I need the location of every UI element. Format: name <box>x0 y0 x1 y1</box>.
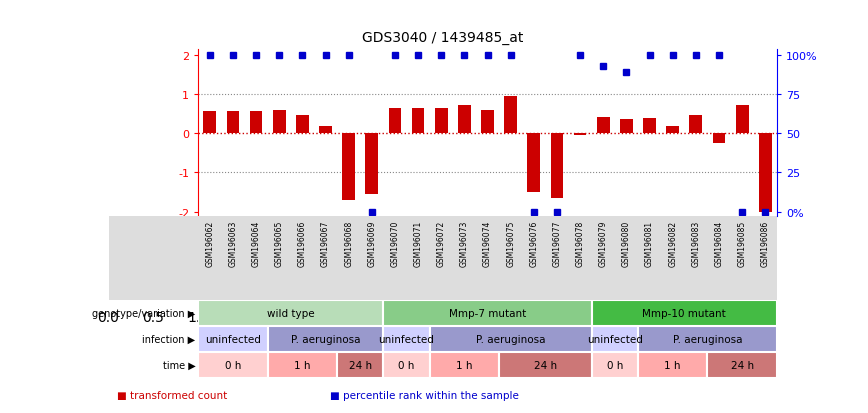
Text: 1 h: 1 h <box>456 360 473 370</box>
Bar <box>713 134 726 144</box>
Bar <box>592 352 638 378</box>
Text: 24 h: 24 h <box>349 360 372 370</box>
Text: P. aeruginosa: P. aeruginosa <box>476 335 545 344</box>
Text: GSM196074: GSM196074 <box>483 220 492 266</box>
Text: Mmp-7 mutant: Mmp-7 mutant <box>449 309 526 318</box>
Bar <box>337 352 384 378</box>
Bar <box>592 301 777 326</box>
Bar <box>198 326 267 352</box>
Bar <box>342 134 355 200</box>
Bar <box>203 112 216 134</box>
Text: GSM196075: GSM196075 <box>506 220 516 266</box>
Bar <box>643 119 656 134</box>
Bar <box>481 110 494 134</box>
Text: 1 h: 1 h <box>664 360 681 370</box>
Text: GDS3040 / 1439485_at: GDS3040 / 1439485_at <box>362 31 523 45</box>
Bar <box>638 352 707 378</box>
Text: 0 h: 0 h <box>225 360 241 370</box>
Bar <box>736 106 748 134</box>
Bar <box>504 97 517 134</box>
Bar <box>365 134 378 195</box>
Text: 24 h: 24 h <box>534 360 557 370</box>
Text: GSM196070: GSM196070 <box>391 220 399 266</box>
Text: GSM196083: GSM196083 <box>691 220 700 266</box>
Text: GSM196069: GSM196069 <box>367 220 377 266</box>
Bar <box>384 326 430 352</box>
Bar <box>435 108 448 134</box>
Bar <box>574 134 587 136</box>
Text: GSM196081: GSM196081 <box>645 220 654 266</box>
Text: genotype/variation ▶: genotype/variation ▶ <box>92 309 195 318</box>
Text: GSM196072: GSM196072 <box>437 220 446 266</box>
Text: wild type: wild type <box>267 309 314 318</box>
Text: GSM196073: GSM196073 <box>460 220 469 266</box>
Text: GSM196067: GSM196067 <box>321 220 330 266</box>
Bar <box>198 301 384 326</box>
Text: GSM196065: GSM196065 <box>274 220 284 266</box>
Text: GSM196082: GSM196082 <box>668 220 677 266</box>
Bar <box>250 112 262 134</box>
Text: GSM196064: GSM196064 <box>252 220 260 266</box>
Bar <box>389 108 401 134</box>
Text: GSM196086: GSM196086 <box>760 220 770 266</box>
Bar <box>458 106 470 134</box>
Bar <box>707 352 777 378</box>
Text: P. aeruginosa: P. aeruginosa <box>291 335 360 344</box>
Bar <box>411 108 424 134</box>
Bar <box>296 116 309 134</box>
Text: ■ percentile rank within the sample: ■ percentile rank within the sample <box>330 390 519 400</box>
Bar <box>499 352 592 378</box>
Bar <box>592 326 638 352</box>
Bar <box>198 352 267 378</box>
Text: 24 h: 24 h <box>731 360 753 370</box>
Bar <box>638 326 777 352</box>
Text: GSM196078: GSM196078 <box>575 220 585 266</box>
Bar <box>319 127 332 134</box>
Bar <box>550 134 563 198</box>
Text: GSM196066: GSM196066 <box>298 220 307 266</box>
Text: Mmp-10 mutant: Mmp-10 mutant <box>642 309 727 318</box>
Bar <box>384 301 592 326</box>
Text: GSM196079: GSM196079 <box>599 220 608 266</box>
Bar <box>667 127 679 134</box>
Text: uninfected: uninfected <box>205 335 261 344</box>
Bar <box>267 352 337 378</box>
Text: time ▶: time ▶ <box>163 360 195 370</box>
Bar <box>384 352 430 378</box>
Bar <box>597 118 609 134</box>
Text: GSM196085: GSM196085 <box>738 220 746 266</box>
Text: 0 h: 0 h <box>398 360 415 370</box>
Bar <box>689 116 702 134</box>
Text: uninfected: uninfected <box>378 335 435 344</box>
Text: GSM196063: GSM196063 <box>228 220 238 266</box>
Bar <box>267 326 384 352</box>
Bar <box>430 326 592 352</box>
Text: P. aeruginosa: P. aeruginosa <box>673 335 742 344</box>
Text: GSM196084: GSM196084 <box>714 220 724 266</box>
Text: infection ▶: infection ▶ <box>142 335 195 344</box>
Bar <box>528 134 540 192</box>
Text: GSM196071: GSM196071 <box>413 220 423 266</box>
Bar <box>430 352 499 378</box>
Bar <box>759 134 772 212</box>
Bar <box>227 112 240 134</box>
Text: GSM196080: GSM196080 <box>621 220 631 266</box>
Text: GSM196062: GSM196062 <box>205 220 214 266</box>
Bar <box>620 120 633 134</box>
Text: 1 h: 1 h <box>294 360 311 370</box>
Text: GSM196076: GSM196076 <box>529 220 538 266</box>
Bar <box>273 110 286 134</box>
Text: ■ transformed count: ■ transformed count <box>117 390 227 400</box>
Text: GSM196068: GSM196068 <box>344 220 353 266</box>
Text: 0 h: 0 h <box>607 360 623 370</box>
Text: uninfected: uninfected <box>587 335 643 344</box>
Text: GSM196077: GSM196077 <box>552 220 562 266</box>
